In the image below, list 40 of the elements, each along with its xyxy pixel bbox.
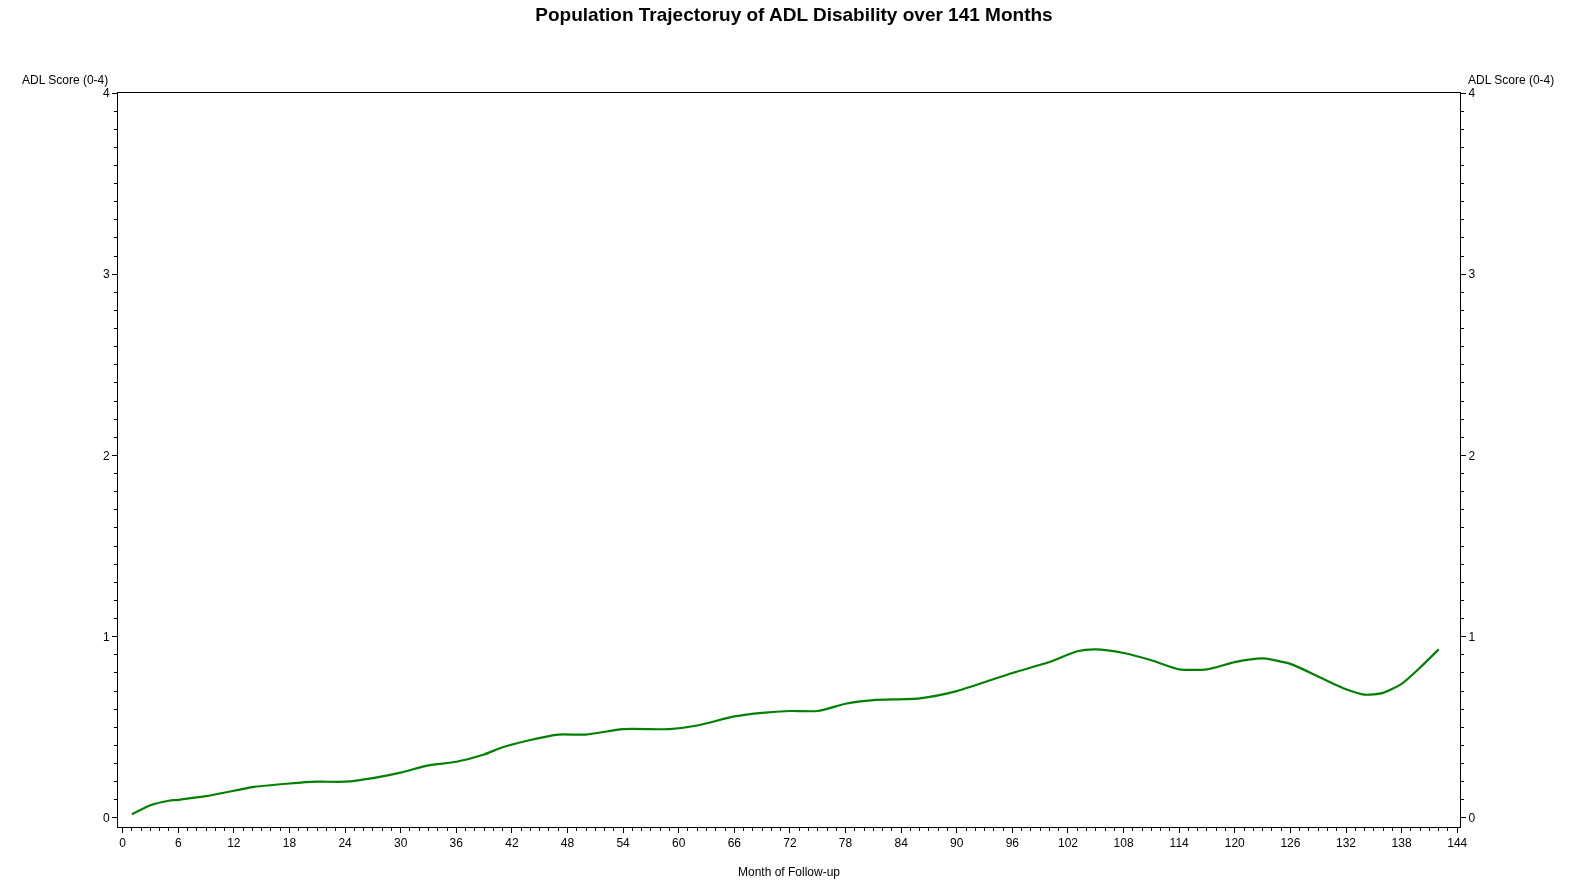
x-tick-label: 48	[560, 836, 575, 851]
x-tick-label: 0	[119, 836, 127, 851]
x-tick-label: 90	[950, 836, 964, 851]
x-tick-label: 126	[1280, 836, 1301, 851]
y-tick-label: 4	[102, 86, 110, 101]
x-tick-label: 18	[282, 836, 297, 851]
y-tick-label: 1	[102, 629, 110, 644]
x-tick-label: 84	[894, 836, 909, 851]
x-tick-label: 66	[727, 836, 742, 851]
x-tick-label: 6	[174, 836, 182, 851]
x-tick-label: 138	[1391, 836, 1412, 851]
y2-axis-title: ADL Score (0-4)	[1468, 73, 1555, 87]
y-tick-label: 3	[102, 267, 110, 282]
y2-tick-label: 4	[1468, 86, 1476, 101]
x-tick-label: 78	[838, 836, 853, 851]
y2-tick-label: 1	[1468, 629, 1476, 644]
y-tick-label: 2	[102, 448, 110, 463]
x-axis-title: Month of Follow-up	[737, 865, 841, 880]
x-tick-label: 132	[1335, 836, 1357, 851]
x-tick-label: 54	[616, 836, 631, 851]
line-series	[130, 648, 1440, 816]
y2-tick-label: 3	[1468, 267, 1476, 282]
x-tick-label: 114	[1169, 836, 1190, 851]
y2-tick-label: 2	[1468, 448, 1476, 463]
x-tick-label: 12	[227, 836, 241, 851]
x-tick-label: 108	[1113, 836, 1134, 851]
x-tick-label: 144	[1447, 836, 1468, 851]
x-tick-label: 120	[1224, 836, 1246, 851]
x-tick-label: 36	[449, 836, 464, 851]
x-tick-label: 96	[1005, 836, 1020, 851]
y-axis-title: ADL Score (0-4)	[22, 73, 109, 87]
x-tick-label: 102	[1057, 836, 1079, 851]
x-tick-label: 72	[783, 836, 797, 851]
x-tick-label: 42	[505, 836, 519, 851]
chart-title: Population Trajectoruy of ADL Disability over 141 Months	[535, 4, 1053, 26]
x-tick-label: 24	[338, 836, 353, 851]
x-tick-label: 60	[672, 836, 686, 851]
y2-tick-label: 0	[1468, 811, 1476, 826]
y-tick-label: 0	[102, 811, 110, 826]
x-tick-label: 30	[393, 836, 408, 851]
